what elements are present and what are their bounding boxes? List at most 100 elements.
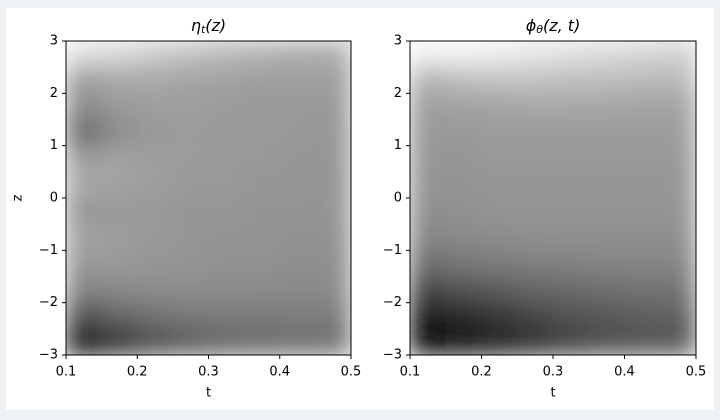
heatmap-cell	[410, 119, 447, 147]
heatmap-cell	[314, 197, 351, 225]
heatmap-cell	[481, 92, 518, 120]
heatmap-cell	[516, 145, 554, 173]
heatmap-cell	[588, 197, 625, 225]
heatmap-cell	[659, 66, 696, 94]
heatmap-cell	[588, 92, 625, 120]
heatmap-cell	[279, 223, 316, 251]
x-tick-label: 0.1	[56, 365, 77, 380]
heatmap-cell	[172, 119, 209, 147]
heatmap-cell	[66, 249, 103, 277]
heatmap-cell	[314, 276, 351, 304]
heatmap-cell	[243, 302, 281, 330]
y-tick-label: −2	[383, 295, 402, 310]
heatmap-cell	[516, 249, 554, 277]
heatmap-cell	[481, 119, 518, 147]
heatmap-cell	[588, 171, 625, 199]
heatmap-cell	[552, 223, 590, 251]
heatmap-cell	[136, 328, 174, 355]
y-tick-label: −1	[383, 243, 402, 258]
heatmap-cell	[208, 119, 245, 147]
heatmap-cell	[659, 223, 696, 251]
heatmap-cell	[659, 41, 696, 68]
heatmap-cell	[516, 328, 554, 355]
heatmap-cell	[445, 223, 482, 251]
heatmap-cell	[172, 145, 209, 173]
heatmap-cell	[588, 41, 625, 68]
heatmap-cell	[314, 249, 351, 277]
heatmap-cell	[136, 302, 174, 330]
heatmap-cell	[101, 66, 138, 94]
heatmap-cell	[552, 276, 590, 304]
heatmap-cell	[314, 119, 351, 147]
heatmap-cell	[410, 92, 447, 120]
title-subscript: θ	[536, 23, 543, 36]
heatmap-cell	[136, 66, 174, 94]
heatmap-cell	[243, 171, 281, 199]
heatmap-cell	[208, 223, 245, 251]
heatmap-cells	[66, 41, 351, 355]
heatmap-cell	[243, 328, 281, 355]
heatmap-cell	[410, 145, 447, 173]
y-tick-label: 3	[50, 34, 58, 49]
heatmap-cell	[66, 276, 103, 304]
heatmap-cell	[279, 145, 316, 173]
heatmap-cell	[314, 145, 351, 173]
heatmap-cell	[66, 197, 103, 225]
heatmap-cell	[481, 197, 518, 225]
y-tick-label: −1	[39, 243, 58, 258]
heatmap-cell	[243, 66, 281, 94]
heatmap-cell	[208, 197, 245, 225]
heatmap-cell	[624, 302, 661, 330]
heatmap-cell	[410, 66, 447, 94]
heatmap-cell	[136, 145, 174, 173]
heatmap-cell	[208, 145, 245, 173]
heatmap-cell	[136, 197, 174, 225]
heatmap-cell	[208, 171, 245, 199]
heatmap-cell	[314, 302, 351, 330]
heatmap-cell	[624, 171, 661, 199]
heatmap-area	[410, 41, 696, 355]
heatmap-cell	[243, 41, 281, 68]
x-axis-label: t	[550, 386, 555, 401]
heatmap-cell	[314, 223, 351, 251]
heatmap-cell	[410, 302, 447, 330]
heatmap-cell	[516, 197, 554, 225]
heatmap-cell	[172, 66, 209, 94]
heatmap-cell	[445, 145, 482, 173]
heatmap-cell	[208, 249, 245, 277]
heatmap-cell	[410, 41, 447, 68]
heatmap-cell	[208, 66, 245, 94]
heatmap-cell	[243, 249, 281, 277]
heatmap-cell	[588, 276, 625, 304]
x-tick-label: 0.3	[198, 365, 219, 380]
heatmap-cell	[659, 197, 696, 225]
heatmap-area	[66, 41, 351, 355]
heatmap-cell	[659, 302, 696, 330]
x-tick-label: 0.2	[471, 365, 492, 380]
heatmap-cell	[410, 328, 447, 355]
chart-title: ηt(z)	[191, 16, 226, 37]
heatmap-cell	[552, 249, 590, 277]
heatmap-cell	[624, 145, 661, 173]
heatmap-cell	[410, 171, 447, 199]
heatmap-cell	[588, 119, 625, 147]
heatmap-cell	[481, 66, 518, 94]
heatmap-cell	[172, 328, 209, 355]
heatmap-cell	[624, 276, 661, 304]
heatmap-cell	[243, 92, 281, 120]
heatmap-cell	[481, 249, 518, 277]
heatmap-cell	[516, 119, 554, 147]
heatmap-cell	[588, 249, 625, 277]
heatmap-cell	[279, 119, 316, 147]
heatmap-cell	[552, 197, 590, 225]
heatmap-cell	[588, 66, 625, 94]
heatmap-cell	[66, 92, 103, 120]
heatmap-cell	[243, 276, 281, 304]
heatmap-cell	[66, 41, 103, 68]
heatmap-cell	[659, 119, 696, 147]
heatmap-cell	[445, 66, 482, 94]
y-tick-label: 1	[394, 138, 402, 153]
heatmap-cell	[172, 276, 209, 304]
heatmap-cell	[208, 41, 245, 68]
